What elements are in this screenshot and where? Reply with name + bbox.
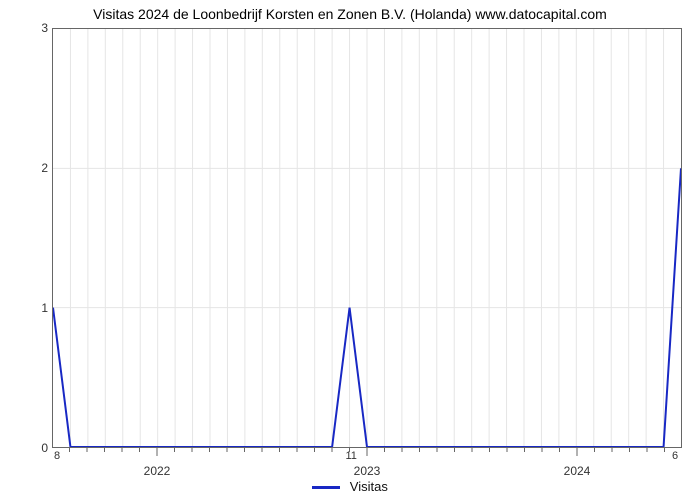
line-chart (52, 28, 682, 448)
y-tick-label: 3 (30, 21, 48, 35)
x-tick-label: 2022 (144, 464, 171, 478)
legend-swatch (312, 486, 340, 489)
chart-area: 0123 202220232024 8116 (52, 28, 682, 448)
x-tick-label: 2023 (354, 464, 381, 478)
y-tick-label: 0 (30, 441, 48, 455)
legend-label: Visitas (350, 479, 388, 494)
y-tick-label: 2 (30, 161, 48, 175)
legend: Visitas (0, 479, 700, 494)
chart-title: Visitas 2024 de Loonbedrijf Korsten en Z… (0, 0, 700, 22)
x-tick-label: 2024 (564, 464, 591, 478)
y-tick-label: 1 (30, 301, 48, 315)
